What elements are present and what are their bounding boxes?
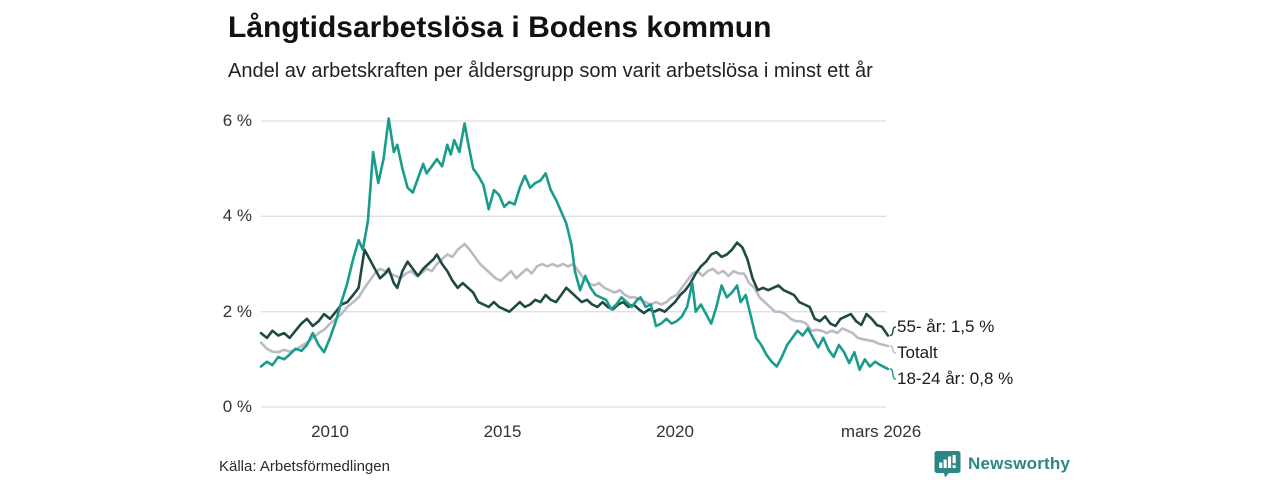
label-connector bbox=[889, 345, 896, 354]
source-note: Källa: Arbetsförmedlingen bbox=[219, 458, 390, 475]
chart-title: Långtidsarbetslösa i Bodens kommun bbox=[228, 11, 772, 44]
series-line-totalt bbox=[259, 242, 890, 354]
series-end-label-18-24: 18-24 år: 0,8 % bbox=[897, 369, 1014, 388]
y-tick-label: 4 % bbox=[222, 206, 252, 226]
chart-subtitle: Andel av arbetskraften per åldersgrupp s… bbox=[228, 60, 873, 82]
series-end-label-55plus: 55- år: 1,5 % bbox=[897, 317, 995, 336]
y-tick-label: 2 % bbox=[222, 301, 252, 321]
y-tick-label: 6 % bbox=[222, 111, 252, 130]
series-line-55plus bbox=[259, 241, 890, 340]
newsworthy-bubble-chart-icon bbox=[934, 451, 961, 478]
label-connector bbox=[889, 326, 897, 337]
series-line-18-24 bbox=[259, 117, 890, 372]
brand-logo: Newsworthy bbox=[934, 450, 1070, 478]
x-tick-label: 2010 bbox=[311, 422, 349, 441]
x-tick-label: 2020 bbox=[656, 422, 694, 441]
x-tick-label: 2015 bbox=[483, 422, 522, 441]
x-tick-label: mars 2026 bbox=[840, 422, 922, 441]
series-end-label-totalt: Totalt bbox=[897, 343, 938, 362]
y-tick-label: 0 % bbox=[222, 397, 252, 416]
label-connector bbox=[889, 368, 897, 380]
brand-name: Newsworthy bbox=[968, 454, 1071, 473]
